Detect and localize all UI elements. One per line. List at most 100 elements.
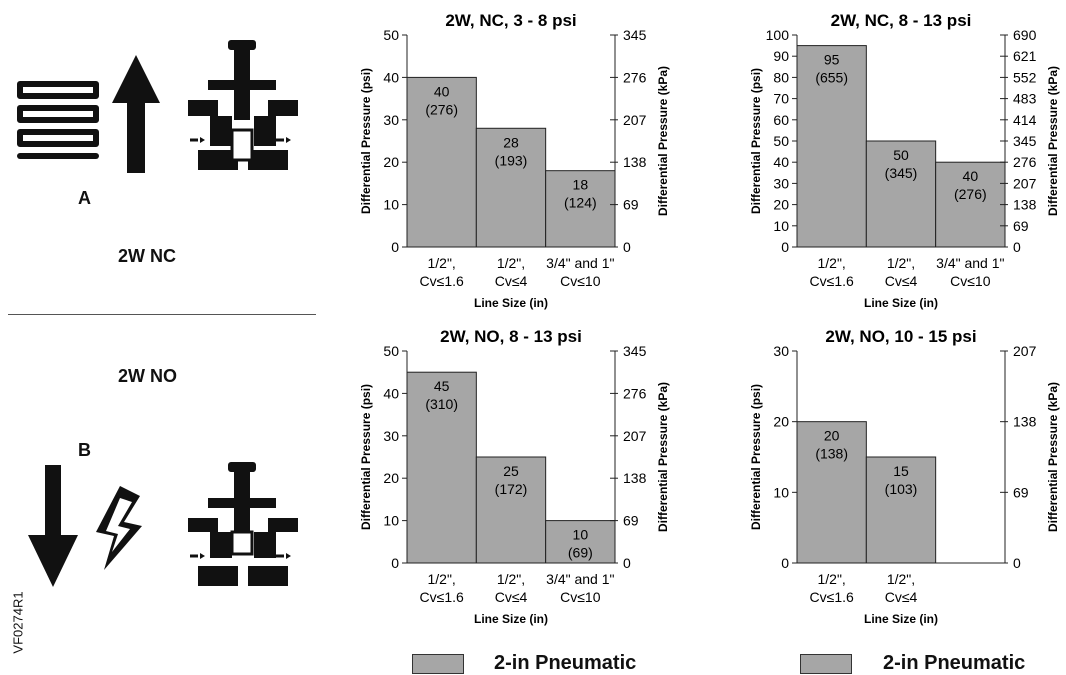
x-tick-label: Cv≤1.6 [420, 589, 464, 605]
x-tick-label: Cv≤1.6 [810, 273, 854, 289]
x-tick-label: 3/4" and 1" [546, 255, 614, 271]
y-tick-label-right: 0 [623, 239, 631, 255]
y-tick-label-right: 207 [1013, 175, 1037, 191]
x-tick-label: 1/2", [497, 255, 525, 271]
data-label: 45 [434, 378, 450, 394]
data-label: 15 [893, 463, 909, 479]
y-tick-label: 40 [383, 385, 399, 401]
y-tick-label: 20 [773, 197, 789, 213]
bar [545, 170, 616, 248]
x-axis-title: Line Size (in) [474, 612, 548, 626]
label-b: B [78, 440, 91, 460]
y-tick-label-right: 138 [1013, 197, 1037, 213]
y-tick-label: 0 [781, 555, 789, 571]
spring-icon [17, 81, 99, 159]
arrow-down-icon [28, 465, 78, 587]
y-tick-label: 10 [773, 484, 789, 500]
x-axis-title: Line Size (in) [864, 612, 938, 626]
data-label: (138) [815, 446, 848, 462]
x-tick-label: Cv≤10 [560, 273, 601, 289]
chart-title: 2W, NC, 8 - 13 psi [831, 11, 972, 30]
y-tick-label: 0 [781, 239, 789, 255]
chart-2w-nc-3-8: 2W, NC, 3 - 8 psi 40 (276) 28 (193) 18 (124) 0 0… [359, 11, 670, 310]
y-tick-label: 40 [383, 69, 399, 85]
x-tick-label: Cv≤1.6 [810, 589, 854, 605]
figure-id: VF0274R1 [10, 591, 26, 654]
data-label: (655) [815, 70, 848, 86]
y-tick-label: 50 [773, 133, 789, 149]
y-tick-label: 70 [773, 91, 789, 107]
x-tick-label: 1/2", [818, 571, 846, 587]
x-tick-label: Cv≤4 [885, 589, 918, 605]
y-axis-title: Differential Pressure (psi) [749, 68, 763, 214]
y-tick-label-right: 0 [623, 555, 631, 571]
y-axis-title: Differential Pressure (psi) [359, 68, 373, 214]
y-axis-title-right: Differential Pressure (kPa) [1046, 382, 1060, 532]
bar [545, 520, 616, 564]
bar [406, 371, 477, 564]
chart-2w-no-10-15: 2W, NO, 10 - 15 psi 20 (138) 15 (103) 0 0 10 69 2… [749, 327, 1060, 626]
y-tick-label: 20 [383, 470, 399, 486]
y-tick-label-right: 207 [623, 112, 647, 128]
chart-2w-nc-8-13: 2W, NC, 8 - 13 psi 95 (655) 50 (345) 40 (276) 0… [749, 11, 1060, 310]
y-tick-label: 60 [773, 112, 789, 128]
data-label: (310) [425, 396, 458, 412]
y-tick-label-right: 621 [1013, 48, 1037, 64]
y-tick-label: 0 [391, 555, 399, 571]
y-tick-label: 20 [383, 154, 399, 170]
y-tick-label: 10 [773, 218, 789, 234]
x-tick-label: 1/2", [818, 255, 846, 271]
y-tick-label: 30 [383, 112, 399, 128]
x-axis-title: Line Size (in) [474, 296, 548, 310]
title-2w-no: 2W NO [118, 366, 178, 386]
data-label: 40 [434, 83, 450, 99]
y-tick-label: 0 [391, 239, 399, 255]
y-tick-label: 40 [773, 154, 789, 170]
legend-label-left: 2-in Pneumatic [494, 652, 637, 674]
data-label: 28 [503, 134, 519, 150]
y-tick-label: 100 [766, 27, 790, 43]
x-tick-label: Cv≤1.6 [420, 273, 464, 289]
y-tick-label: 30 [773, 175, 789, 191]
x-tick-label: 3/4" and 1" [546, 571, 614, 587]
x-tick-label: Cv≤4 [885, 273, 918, 289]
legend-label-right: 2-in Pneumatic [883, 652, 1026, 674]
x-tick-label: Cv≤4 [495, 589, 528, 605]
data-label: (193) [495, 152, 528, 168]
y-tick-label-right: 0 [1013, 555, 1021, 571]
arrow-up-icon [112, 55, 160, 173]
x-tick-label: 1/2", [887, 255, 915, 271]
x-tick-label: 3/4" and 1" [936, 255, 1004, 271]
y-axis-title: Differential Pressure (psi) [359, 384, 373, 530]
data-label: (103) [885, 481, 918, 497]
y-tick-label-right: 69 [623, 197, 639, 213]
y-tick-label: 10 [383, 197, 399, 213]
y-tick-label-right: 552 [1013, 69, 1037, 85]
title-2w-nc: 2W NC [118, 246, 176, 266]
y-tick-label-right: 414 [1013, 112, 1037, 128]
bar [475, 127, 547, 248]
y-tick-label: 30 [773, 343, 789, 359]
y-axis-title-right: Differential Pressure (kPa) [1046, 66, 1060, 216]
y-tick-label-right: 345 [623, 343, 647, 359]
y-tick-label: 10 [383, 513, 399, 529]
y-tick-label-right: 207 [623, 428, 647, 444]
y-tick-label-right: 690 [1013, 27, 1037, 43]
y-axis-title-right: Differential Pressure (kPa) [656, 382, 670, 532]
y-tick-label: 80 [773, 69, 789, 85]
y-tick-label: 50 [383, 27, 399, 43]
x-tick-label: 1/2", [428, 571, 456, 587]
legend-swatch-right [800, 654, 852, 674]
y-tick-label-right: 276 [623, 385, 647, 401]
y-axis-title-right: Differential Pressure (kPa) [656, 66, 670, 216]
bar [475, 456, 547, 564]
chart-title: 2W, NO, 8 - 13 psi [440, 327, 582, 346]
label-a: A [78, 188, 91, 208]
data-label: 10 [573, 527, 589, 543]
y-tick-label-right: 276 [623, 69, 647, 85]
y-tick-label-right: 483 [1013, 91, 1037, 107]
bar [935, 161, 1006, 248]
y-tick-label-right: 276 [1013, 154, 1037, 170]
chart-2w-no-8-13: 2W, NO, 8 - 13 psi 45 (310) 25 (172) 10 (69) 0 0… [359, 327, 670, 626]
chart-title: 2W, NO, 10 - 15 psi [825, 327, 976, 346]
